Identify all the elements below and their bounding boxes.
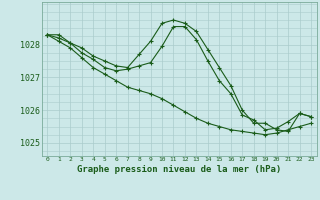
X-axis label: Graphe pression niveau de la mer (hPa): Graphe pression niveau de la mer (hPa) xyxy=(77,165,281,174)
